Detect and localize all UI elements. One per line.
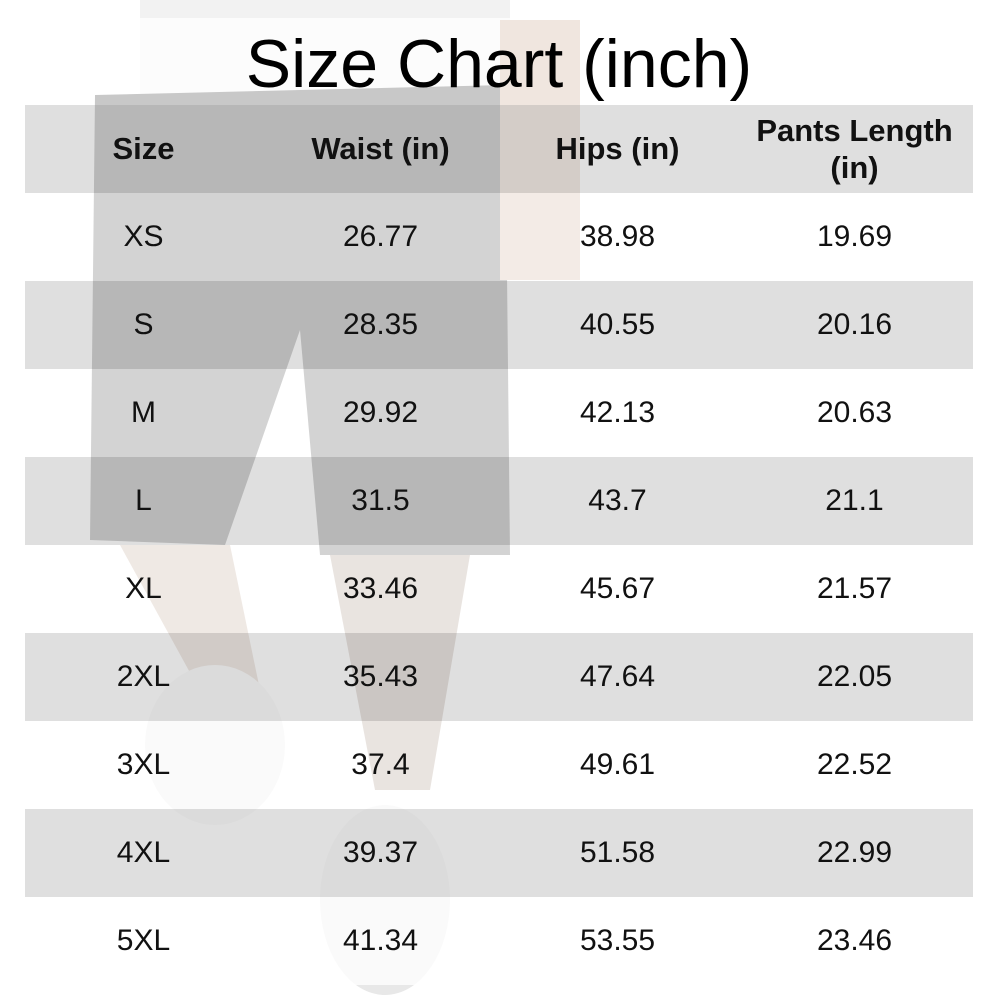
measure-cell: 28.35 xyxy=(342,308,419,341)
measure-cell: 22.05 xyxy=(816,660,893,693)
table-row: 5XL 41.34 53.55 23.46 xyxy=(25,897,973,985)
measure-cell: 41.34 xyxy=(342,924,419,957)
table-row: L 31.5 43.7 21.1 xyxy=(25,457,973,545)
table-row: XS 26.77 38.98 19.69 xyxy=(25,193,973,281)
measure-cell: 26.77 xyxy=(342,220,419,253)
measure-cell: 20.63 xyxy=(816,396,893,429)
measure-cell: 29.92 xyxy=(342,396,419,429)
measure-cell: 53.55 xyxy=(579,924,656,957)
table-row: M 29.92 42.13 20.63 xyxy=(25,369,973,457)
size-cell: 4XL xyxy=(116,836,171,869)
table-row: XL 33.46 45.67 21.57 xyxy=(25,545,973,633)
header-cell: Size xyxy=(112,131,175,167)
table-row: S 28.35 40.55 20.16 xyxy=(25,281,973,369)
size-cell: S xyxy=(133,308,154,341)
header-row: Size Waist (in) Hips (in) Pants Length (in) xyxy=(25,105,973,193)
measure-cell: 20.16 xyxy=(816,308,893,341)
measure-cell: 42.13 xyxy=(579,396,656,429)
measure-cell: 35.43 xyxy=(342,660,419,693)
measure-cell: 51.58 xyxy=(579,836,656,869)
size-cell: M xyxy=(131,396,156,429)
measure-cell: 39.37 xyxy=(342,836,419,869)
header-cell: Pants Length (in) xyxy=(756,112,953,185)
header-cell: Waist (in) xyxy=(311,131,450,167)
size-cell: 2XL xyxy=(116,660,171,693)
header-cell: Hips (in) xyxy=(555,131,680,167)
measure-cell: 43.7 xyxy=(588,484,647,517)
measure-cell: 23.46 xyxy=(816,924,893,957)
measure-cell: 22.99 xyxy=(816,836,893,869)
measure-cell: 40.55 xyxy=(579,308,656,341)
size-chart: Size Chart (inch) Size Waist (in) Hips (in… xyxy=(25,18,973,985)
measure-cell: 33.46 xyxy=(342,572,419,605)
measure-cell: 31.5 xyxy=(351,484,410,517)
table-row: 4XL 39.37 51.58 22.99 xyxy=(25,809,973,897)
size-cell: L xyxy=(135,484,152,517)
measure-cell: 49.61 xyxy=(579,748,656,781)
measure-cell: 21.57 xyxy=(816,572,893,605)
measure-cell: 38.98 xyxy=(579,220,656,253)
table-row: 3XL 37.4 49.61 22.52 xyxy=(25,721,973,809)
measure-cell: 47.64 xyxy=(579,660,656,693)
measure-cell: 21.1 xyxy=(825,484,884,517)
size-cell: XL xyxy=(125,572,162,605)
size-cell: 3XL xyxy=(116,748,171,781)
chart-title: Size Chart (inch) xyxy=(25,18,973,105)
measure-cell: 45.67 xyxy=(579,572,656,605)
measure-cell: 37.4 xyxy=(351,748,410,781)
measure-cell: 22.52 xyxy=(816,748,893,781)
measure-cell: 19.69 xyxy=(816,220,893,253)
table-row: 2XL 35.43 47.64 22.05 xyxy=(25,633,973,721)
size-cell: XS xyxy=(123,220,164,253)
table-body: XS 26.77 38.98 19.69 S 28.35 40.55 20.16 M 29.92 4… xyxy=(25,193,973,985)
size-cell: 5XL xyxy=(116,924,171,957)
